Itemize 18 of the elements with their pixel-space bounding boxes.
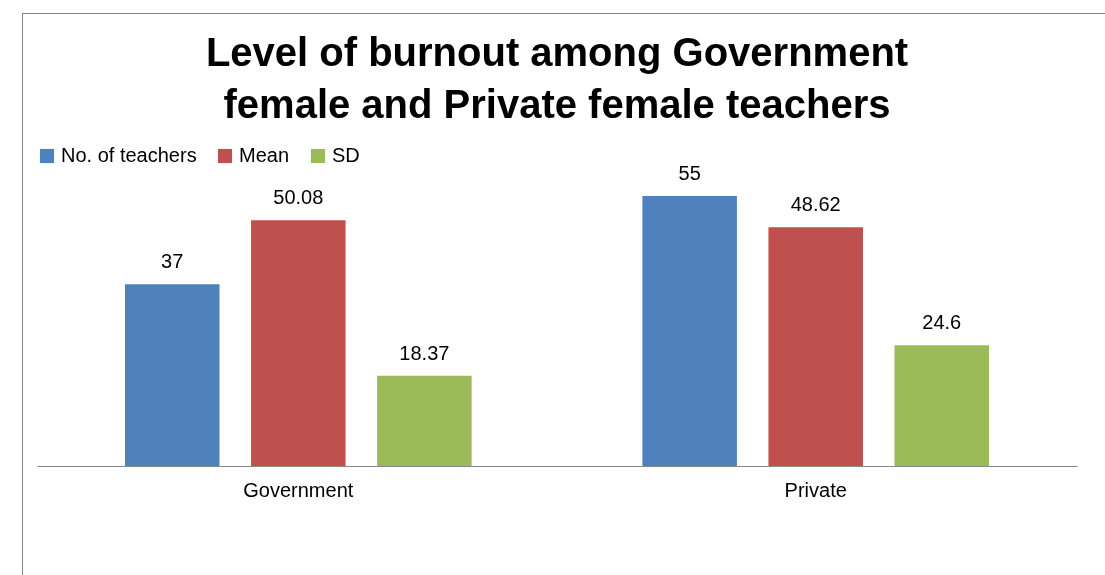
chart-title: Level of burnout among Government female and Private female teachers <box>205 30 909 126</box>
x-tick-label: Government <box>243 478 354 501</box>
bar <box>377 375 472 466</box>
bar <box>124 284 220 466</box>
bar <box>251 220 346 466</box>
data-label: 48.62 <box>790 193 841 216</box>
legend-label: SD <box>332 144 360 166</box>
bar <box>642 196 737 466</box>
data-label: 50.08 <box>273 186 324 209</box>
data-label: 37 <box>161 250 184 273</box>
data-label: 18.37 <box>399 341 450 364</box>
bar <box>894 345 990 466</box>
bar <box>768 227 863 466</box>
legend-label: No. of teachers <box>61 144 197 166</box>
legend-label: Mean <box>239 144 290 166</box>
data-label: 24.6 <box>922 311 962 334</box>
data-label: 55 <box>678 162 701 184</box>
x-tick-label: Private <box>784 478 847 501</box>
